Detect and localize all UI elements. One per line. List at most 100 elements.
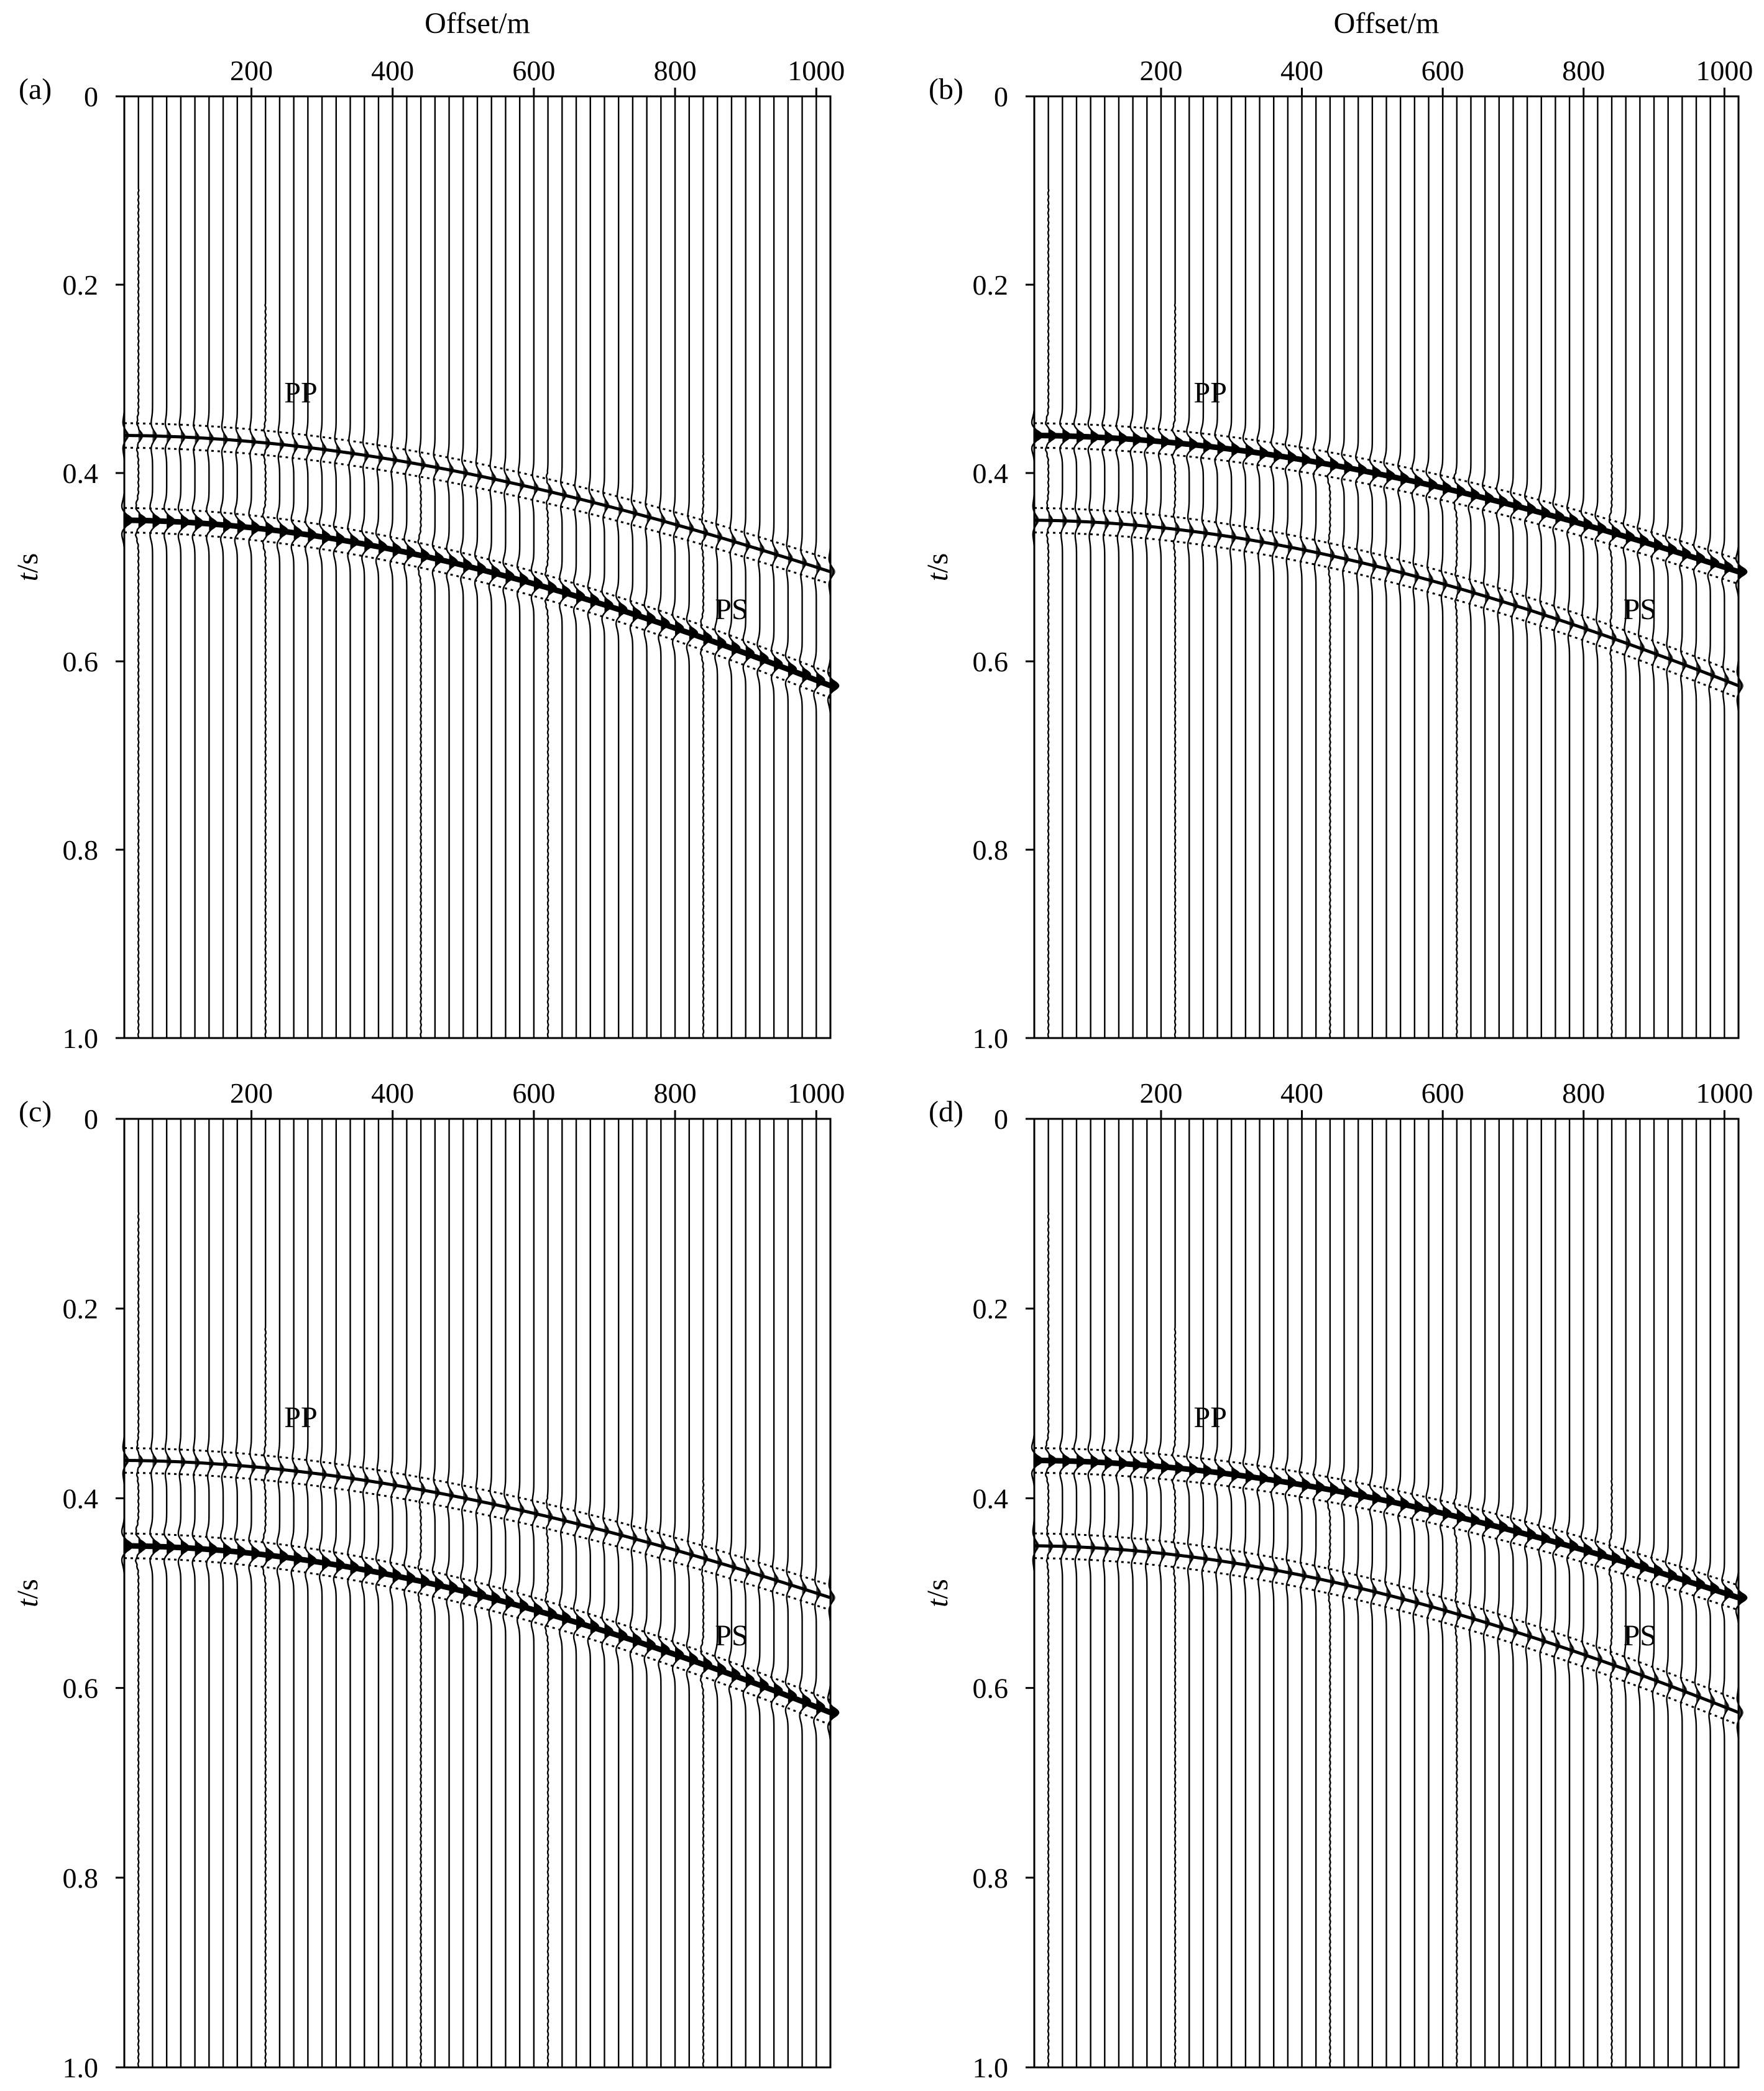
- plot-frame: [1033, 95, 1740, 1039]
- x-tick-label: 800: [1562, 1077, 1605, 1109]
- trace-group: [1031, 1119, 1748, 2068]
- x-tick-label: 600: [512, 55, 555, 86]
- pp-label: PP: [284, 1401, 317, 1434]
- seismic-trace: [1312, 1119, 1323, 2067]
- pp-event-line: [1034, 433, 1740, 575]
- panel-b: 200 400 600 800 1000 0 0.2 0.4 0.6 0.8 1.0 (b) Offse…: [921, 7, 1753, 1054]
- y-tick-label: 0: [84, 1103, 98, 1135]
- seismic-trace: [1214, 96, 1224, 1038]
- seismic-trace: [375, 96, 385, 1038]
- pp-sidelobe: [124, 1471, 831, 1611]
- ps-sidelobe: [1034, 1532, 1739, 1701]
- y-tick-label: 1.0: [973, 2052, 1009, 2084]
- seismic-trace: [219, 96, 230, 1038]
- seismic-trace: [1510, 1119, 1520, 2067]
- seismic-trace: [1101, 1119, 1111, 2067]
- seismic-trace: [1031, 1119, 1041, 2067]
- seismic-trace: [1059, 1119, 1069, 2067]
- seismic-trace: [1087, 1119, 1097, 2067]
- seismic-trace: [375, 1119, 385, 2067]
- seismic-trace: [742, 96, 752, 1038]
- ps-label: PS: [1624, 593, 1656, 626]
- seismic-trace: [699, 96, 710, 1039]
- seismic-trace: [431, 96, 441, 1038]
- x-tick-label: 200: [230, 55, 273, 86]
- y-tick-label: 0: [994, 1103, 1008, 1135]
- y-axis-title-var: t: [921, 572, 954, 581]
- seismic-trace: [572, 1119, 583, 2067]
- seismic-trace: [1270, 96, 1280, 1038]
- seismic-trace: [572, 96, 583, 1038]
- y-tick-label: 0.8: [973, 834, 1009, 866]
- plot-frame: [1033, 1118, 1740, 2069]
- pp-label: PP: [1194, 1401, 1227, 1434]
- seismic-trace: [276, 1119, 287, 2067]
- seismic-trace: [756, 96, 766, 1038]
- seismic-trace: [728, 96, 738, 1038]
- x-tick-label: 400: [1280, 1077, 1323, 1109]
- seismic-trace: [1453, 1119, 1464, 2068]
- y-axis-title-var: t: [921, 1598, 954, 1607]
- seismic-trace: [191, 96, 201, 1038]
- pp-sidelobe: [1034, 446, 1739, 585]
- seismic-trace: [234, 96, 244, 1038]
- seismic-trace: [784, 96, 795, 1038]
- seismic-trace: [1298, 96, 1308, 1038]
- seismic-trace: [1481, 1119, 1492, 2067]
- y-axis-title-unit: /s: [11, 1579, 44, 1599]
- seismic-trace: [1326, 96, 1337, 1039]
- seismic-trace: [1284, 96, 1295, 1038]
- seismic-trace: [1101, 96, 1111, 1038]
- y-tick-label: 0.4: [63, 1482, 99, 1514]
- pp-event-line: [124, 434, 831, 574]
- seismic-trace: [305, 1119, 315, 2067]
- y-tick-label: 0.4: [973, 1482, 1009, 1514]
- pp-sidelobe: [1034, 1471, 1739, 1611]
- seismic-trace: [191, 1119, 201, 2067]
- seismic-trace: [219, 1119, 230, 2067]
- y-tick-label: 0.2: [973, 1293, 1009, 1325]
- seismic-trace: [1523, 96, 1534, 1038]
- seismic-trace: [587, 1119, 597, 2067]
- seismic-trace: [1439, 1119, 1449, 2067]
- y-tick-label: 0.8: [973, 1862, 1009, 1894]
- seismic-trace: [403, 1119, 413, 2067]
- seismic-trace: [1439, 96, 1449, 1038]
- pp-sidelobe: [124, 422, 831, 561]
- seismic-trace: [347, 1119, 357, 2067]
- seismic-trace: [234, 1119, 244, 2067]
- seismic-trace: [1228, 96, 1238, 1038]
- y-axis-title: t/s: [921, 553, 954, 581]
- x-tick-label: 1000: [788, 55, 845, 86]
- seismic-trace: [1157, 96, 1168, 1038]
- seismic-trace: [643, 96, 653, 1038]
- seismic-trace: [121, 96, 131, 1038]
- seismic-trace: [333, 1119, 343, 2067]
- panel-label: (a): [19, 73, 52, 106]
- seismic-trace: [206, 96, 216, 1038]
- seismic-trace: [333, 96, 343, 1038]
- panel-a: 200 400 600 800 1000 0 0.2 0.4 0.6 0.8 1.0 (a) Offse…: [11, 7, 845, 1054]
- seismic-trace: [134, 1119, 145, 2068]
- pp-sidelobe: [124, 446, 831, 585]
- seismic-trace: [1115, 96, 1126, 1038]
- seismic-trace: [587, 96, 597, 1038]
- seismic-trace: [615, 96, 625, 1038]
- seismic-trace: [1129, 96, 1139, 1038]
- seismic-trace: [431, 1119, 441, 2067]
- seismic-trace: [1679, 96, 1689, 1038]
- ps-sidelobe: [124, 507, 831, 674]
- seismic-trace: [1495, 1119, 1505, 2067]
- pp-sidelobe: [1034, 1447, 1739, 1586]
- x-tick-label: 400: [1280, 55, 1323, 86]
- seismic-trace: [290, 96, 300, 1038]
- seismic-trace: [177, 1119, 188, 2067]
- seismic-trace: [1073, 96, 1083, 1038]
- seismic-trace: [134, 96, 145, 1039]
- ps-sidelobe: [124, 531, 831, 699]
- seismic-trace: [1510, 96, 1520, 1038]
- seismic-trace: [262, 96, 272, 1039]
- seismic-trace: [1665, 96, 1674, 1038]
- seismic-trace: [1594, 96, 1604, 1038]
- seismic-trace: [784, 1119, 795, 2067]
